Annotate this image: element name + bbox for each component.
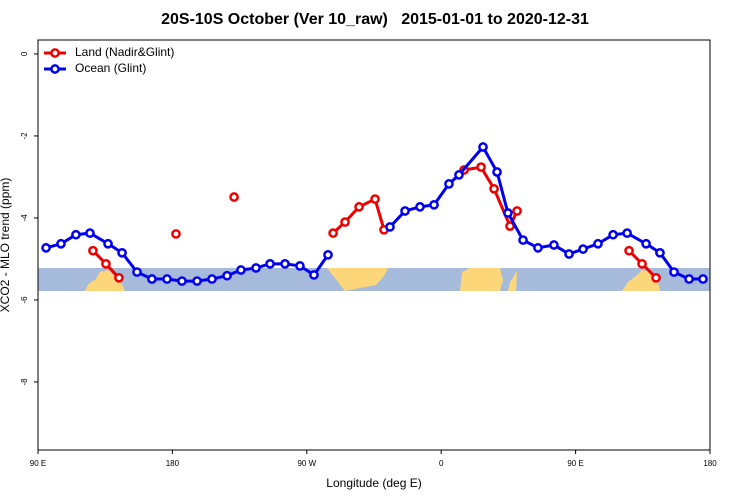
point <box>147 274 157 284</box>
point <box>229 192 239 202</box>
point <box>478 142 488 152</box>
series-line <box>45 144 703 283</box>
y-axis-label: XCO2 - MLO trend (ppm) <box>0 178 12 313</box>
point <box>503 208 513 218</box>
point <box>222 270 232 281</box>
point <box>207 274 217 284</box>
point <box>651 272 661 283</box>
point <box>295 261 305 271</box>
point <box>549 240 559 250</box>
point <box>354 202 364 212</box>
point <box>593 238 603 249</box>
point <box>564 249 574 259</box>
y-tick-label: -8 <box>20 378 29 386</box>
point <box>114 272 124 283</box>
point <box>492 167 502 177</box>
point <box>624 245 634 256</box>
point <box>476 162 486 172</box>
x-tick-label: 180 <box>166 459 180 468</box>
point <box>88 245 98 256</box>
y-tick-label: -4 <box>20 214 29 222</box>
point <box>637 259 647 269</box>
point <box>444 179 454 189</box>
x-tick-label: 90 E <box>30 459 46 468</box>
point <box>533 243 543 253</box>
point <box>251 263 261 273</box>
point <box>641 238 651 249</box>
y-tick-label: -2 <box>20 132 29 140</box>
point <box>101 259 111 269</box>
plot-frame <box>37 39 711 451</box>
legend-label: Ocean (Glint) <box>75 61 146 75</box>
point <box>622 228 632 238</box>
point <box>280 259 290 269</box>
point <box>518 235 528 245</box>
point <box>132 267 142 277</box>
legend-label: Land (Nadir&Glint) <box>75 45 174 59</box>
point <box>265 259 275 269</box>
point <box>415 202 425 212</box>
point <box>512 206 522 216</box>
point <box>385 222 395 232</box>
point <box>177 276 187 286</box>
point <box>489 183 499 194</box>
legend-marker <box>50 64 60 74</box>
point <box>684 274 694 284</box>
point <box>103 238 113 249</box>
point <box>578 244 588 254</box>
point <box>698 274 708 284</box>
point <box>41 243 51 253</box>
point <box>328 228 338 238</box>
x-tick-label: 90 W <box>297 459 316 468</box>
x-tick-label: 0 <box>439 459 444 468</box>
x-axis-label: Longitude (deg E) <box>326 476 421 490</box>
point <box>340 217 350 227</box>
y-tick-label: 0 <box>20 51 29 56</box>
point <box>323 249 333 260</box>
point <box>400 206 410 216</box>
point <box>655 247 665 258</box>
legend-marker <box>50 48 60 58</box>
point <box>71 229 81 240</box>
x-tick-label: 180 <box>703 459 717 468</box>
y-tick-label: -6 <box>20 296 29 304</box>
point <box>429 199 439 210</box>
point <box>56 238 66 249</box>
x-tick-label: 90 E <box>567 459 583 468</box>
point <box>669 267 679 277</box>
point <box>309 270 319 280</box>
point <box>370 194 380 204</box>
point <box>236 265 246 275</box>
point <box>608 229 618 240</box>
point <box>117 247 127 258</box>
land-shapes <box>85 268 660 291</box>
point <box>162 274 172 284</box>
series-line <box>91 165 658 279</box>
point <box>192 276 202 286</box>
point <box>454 170 464 180</box>
point <box>85 228 95 238</box>
chart-title: 20S-10S October (Ver 10_raw) 2015-01-01 … <box>161 11 589 28</box>
point <box>171 229 181 239</box>
